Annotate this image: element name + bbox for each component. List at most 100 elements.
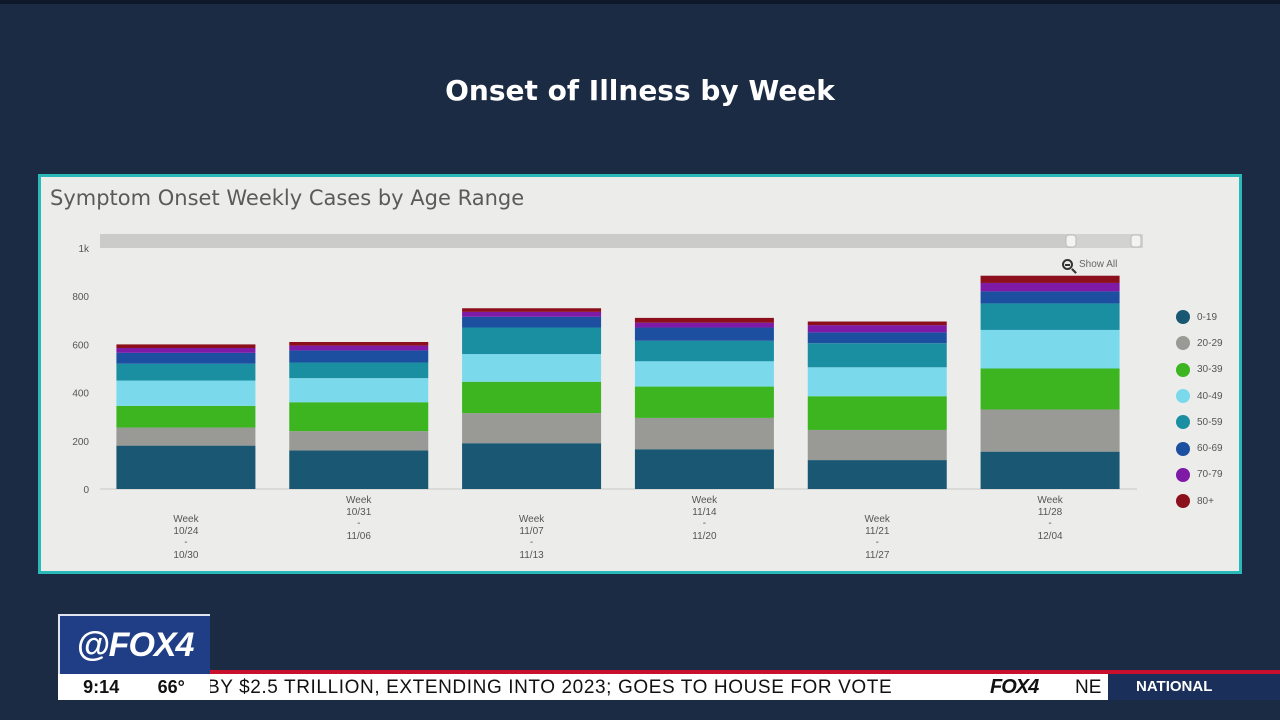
- bar-segment: [980, 303, 1120, 330]
- bar-segment: [289, 341, 429, 346]
- x-tick-label: 11/13: [519, 550, 544, 561]
- x-tick-label: 11/27: [865, 550, 890, 561]
- bar-segment: [462, 308, 602, 312]
- y-tick-label: 200: [72, 437, 89, 448]
- x-tick-label: 12/04: [1038, 531, 1063, 542]
- bar-segment: [807, 332, 947, 344]
- bars: [116, 275, 1120, 489]
- x-tick-label: 11/20: [692, 531, 717, 542]
- bar-segment: [289, 350, 429, 363]
- x-tick-label: Week: [346, 495, 372, 506]
- x-tick-label: -: [357, 518, 360, 529]
- ticker-text: BY $2.5 TRILLION, EXTENDING INTO 2023; G…: [210, 677, 893, 698]
- x-tick-label: 11/21: [865, 526, 890, 537]
- clock-time: 9:14: [83, 676, 120, 697]
- ticker-accent-line: [210, 670, 1280, 674]
- bar-segment: [116, 445, 256, 489]
- bar-stack: [116, 344, 256, 489]
- bar-segment: [807, 396, 947, 430]
- bar-segment: [116, 344, 256, 349]
- x-tick-label: 11/07: [519, 526, 544, 537]
- x-tick-label: -: [184, 537, 187, 548]
- x-tick-label: 11/28: [1038, 507, 1063, 518]
- y-axis: 0 200 400 600 800 1k: [72, 244, 1137, 496]
- bar-segment: [634, 417, 774, 450]
- bar-segment: [807, 321, 947, 326]
- bar-segment: [980, 282, 1120, 292]
- show-all-button[interactable]: Show All: [1062, 256, 1117, 272]
- legend-item[interactable]: 70-79: [1176, 462, 1223, 488]
- bar-stack: [980, 275, 1120, 489]
- temperature: 66°: [157, 676, 185, 697]
- ticker-logo: FOX4: [990, 676, 1039, 698]
- ticker-tail-text: NE: [1075, 677, 1102, 698]
- bar-segment: [634, 322, 774, 328]
- news-ticker: BY $2.5 TRILLION, EXTENDING INTO 2023; G…: [210, 674, 1108, 700]
- x-tick-label: -: [530, 537, 533, 548]
- x-tick-label: -: [1048, 518, 1051, 529]
- top-strip: [0, 0, 1280, 4]
- x-tick-label: 10/24: [173, 526, 198, 537]
- bar-segment: [462, 381, 602, 414]
- legend-label: 40-49: [1197, 390, 1223, 402]
- bar-segment: [807, 429, 947, 461]
- x-tick-label: Week: [1037, 495, 1063, 506]
- bar-segment: [980, 329, 1120, 369]
- legend-label: 80+: [1197, 495, 1214, 507]
- y-tick-label: 600: [72, 340, 89, 351]
- bar-segment: [116, 363, 256, 381]
- bar-segment: [289, 450, 429, 489]
- bar-segment: [807, 325, 947, 333]
- legend-swatch: [1176, 494, 1190, 509]
- bar-stack: [289, 341, 429, 489]
- bar-stack: [807, 321, 947, 489]
- legend-item[interactable]: 60-69: [1176, 435, 1223, 461]
- bar-segment: [116, 427, 256, 446]
- bar-segment: [980, 409, 1120, 452]
- bar-segment: [116, 380, 256, 406]
- legend-label: 20-29: [1197, 337, 1223, 349]
- legend-item[interactable]: 40-49: [1176, 383, 1223, 409]
- range-scrollbar[interactable]: [100, 234, 1143, 248]
- bar-segment: [289, 362, 429, 379]
- scrollbar-handle-left: [1065, 234, 1077, 248]
- x-tick-label: 11/14: [692, 507, 717, 518]
- bar-segment: [462, 327, 602, 355]
- bar-segment: [289, 378, 429, 403]
- legend-label: 50-59: [1197, 416, 1223, 428]
- bar-segment: [116, 352, 256, 364]
- legend-item[interactable]: 30-39: [1176, 357, 1223, 383]
- legend-label: 70-79: [1197, 469, 1223, 481]
- bar-segment: [634, 361, 774, 387]
- x-tick-label: Week: [173, 514, 199, 525]
- legend-swatch: [1176, 336, 1190, 351]
- x-axis: Week10/24-10/30Week10/31-11/06Week11/07-…: [173, 495, 1064, 561]
- bar-segment: [289, 345, 429, 351]
- bar-segment: [634, 340, 774, 362]
- scrollbar-thumb: [100, 234, 1072, 248]
- legend-item[interactable]: 50-59: [1176, 409, 1223, 435]
- legend-label: 30-39: [1197, 364, 1223, 376]
- bar-segment: [980, 368, 1120, 410]
- x-tick-label: -: [876, 537, 879, 548]
- x-tick-label: 10/30: [173, 550, 198, 561]
- bar-stack: [634, 317, 774, 489]
- station-logo-text: @FOX4: [76, 625, 195, 664]
- x-tick-label: Week: [865, 514, 891, 525]
- bar-segment: [462, 316, 602, 328]
- y-tick-label: 1k: [78, 244, 90, 255]
- bar-segment: [980, 451, 1120, 489]
- show-all-label: Show All: [1079, 258, 1118, 270]
- x-tick-label: -: [703, 518, 706, 529]
- legend-item[interactable]: 80+: [1176, 488, 1223, 514]
- x-tick-label: 10/31: [346, 507, 371, 518]
- legend-item[interactable]: 20-29: [1176, 330, 1223, 356]
- legend: 0-19 20-29 30-39 40-49 50-59 60-69 70-79 80+: [1176, 304, 1223, 514]
- bar-stack: [462, 308, 602, 489]
- bar-segment: [634, 386, 774, 418]
- legend-item[interactable]: 0-19: [1176, 304, 1223, 330]
- bar-segment: [116, 348, 256, 353]
- bar-segment: [116, 405, 256, 428]
- zoom-out-icon: [1062, 258, 1073, 270]
